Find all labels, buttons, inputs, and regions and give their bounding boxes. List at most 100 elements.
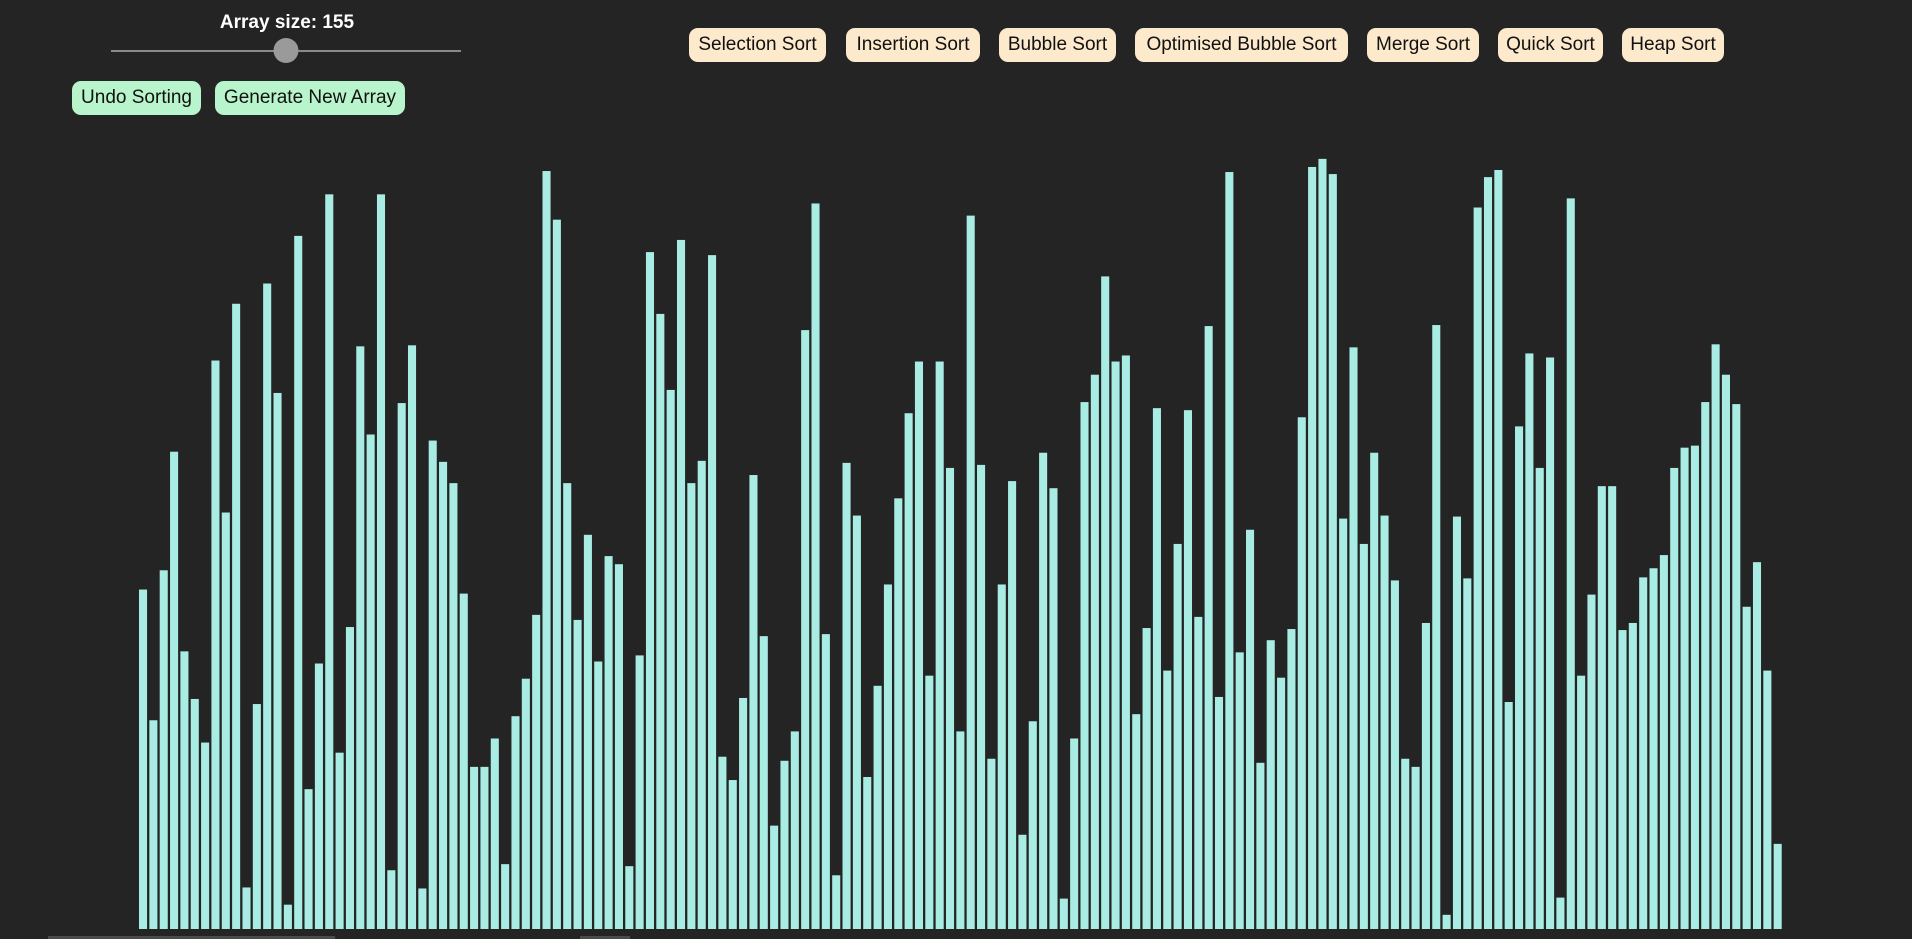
array-bar [832, 875, 841, 929]
array-bar [1577, 675, 1586, 929]
array-bar [1442, 914, 1451, 929]
array-bar [294, 235, 303, 929]
array-bar [894, 498, 903, 929]
array-bar [1483, 177, 1493, 930]
array-bar [1463, 578, 1472, 929]
array-bar [439, 461, 448, 929]
array-bar [1152, 408, 1161, 929]
array-bar [1742, 606, 1751, 929]
array-bar [1525, 353, 1534, 929]
array-bar [273, 392, 282, 929]
slider-thumb[interactable] [273, 38, 299, 63]
array-bar [676, 239, 686, 929]
insertion-sort-button[interactable]: Insertion Sort [846, 28, 980, 62]
array-bar [314, 663, 323, 929]
array-bar [1339, 518, 1348, 929]
array-bar [1608, 486, 1617, 929]
array-bar [759, 636, 768, 929]
array-bar [749, 475, 758, 929]
selection-sort-button[interactable]: Selection Sort [689, 28, 826, 62]
array-bar [490, 738, 499, 929]
array-bar [583, 534, 592, 929]
array-bar [1359, 543, 1368, 929]
array-bar [242, 887, 251, 929]
array-bar [945, 467, 955, 929]
scrollbar-track [48, 936, 335, 939]
array-bar [159, 570, 168, 929]
array-bar [1163, 670, 1172, 929]
array-bar [418, 888, 427, 929]
array-bar [263, 283, 272, 929]
array-bar [1070, 738, 1079, 929]
array-bar [1328, 174, 1337, 929]
array-bar [1566, 198, 1575, 929]
array-bar [1752, 562, 1762, 929]
array-bar [407, 345, 417, 929]
array-bar [1028, 721, 1037, 929]
array-bar [1235, 652, 1244, 929]
array-bar [1008, 481, 1017, 929]
array-bar [1204, 326, 1213, 929]
array-bar [573, 619, 582, 929]
array-bar [1380, 515, 1389, 929]
array-bar [1763, 670, 1772, 929]
array-bar [1680, 447, 1689, 929]
array-bar [521, 678, 530, 929]
array-bar [594, 661, 603, 929]
array-bar [1111, 361, 1120, 929]
array-bar [376, 194, 386, 929]
array-bar [1587, 594, 1596, 929]
array-bar [1277, 677, 1286, 929]
optimised-bubble-sort-button[interactable]: Optimised Bubble Sort [1135, 28, 1348, 62]
array-bar [1214, 696, 1224, 929]
array-bar [1183, 410, 1193, 929]
array-bar [987, 758, 996, 929]
array-bar [1090, 374, 1099, 930]
array-bar [1701, 402, 1710, 929]
array-bar [925, 675, 934, 929]
array-bar [1401, 758, 1410, 929]
array-bar [935, 361, 944, 929]
array-size-slider[interactable] [111, 38, 461, 63]
array-bar [449, 483, 458, 929]
quick-sort-button[interactable]: Quick Sort [1498, 28, 1603, 62]
array-bar [232, 303, 241, 929]
array-bar [283, 904, 292, 929]
undo-sorting-button[interactable]: Undo Sorting [72, 81, 201, 115]
array-bar [1504, 702, 1513, 929]
array-bar [645, 252, 655, 930]
array-bar [211, 360, 220, 929]
array-bar [1773, 843, 1782, 929]
array-bar [304, 789, 313, 929]
array-bar [1142, 628, 1151, 929]
scrollbar-thumb [580, 936, 630, 939]
array-bar [1266, 640, 1275, 929]
array-bar [697, 460, 706, 929]
array-bar [687, 483, 696, 929]
array-bar [1059, 898, 1068, 929]
merge-sort-button[interactable]: Merge Sort [1367, 28, 1479, 62]
bubble-sort-button[interactable]: Bubble Sort [999, 28, 1116, 62]
generate-new-array-button[interactable]: Generate New Array [215, 81, 405, 115]
array-bar [387, 870, 396, 929]
array-bar [356, 346, 365, 930]
array-bar [1018, 834, 1027, 929]
array-bar [1121, 355, 1130, 929]
array-bar [811, 203, 820, 929]
array-bar [1628, 622, 1637, 929]
array-bar [139, 589, 148, 929]
array-bar [790, 731, 799, 929]
array-bar [883, 584, 892, 929]
array-bar [1080, 402, 1089, 929]
array-bar [666, 389, 675, 929]
array-bar [170, 451, 179, 929]
array-bar [739, 697, 748, 929]
array-bar [842, 462, 851, 929]
array-bar [335, 752, 344, 929]
array-bar [1101, 276, 1110, 929]
array-bar [1494, 170, 1503, 929]
heap-sort-button[interactable]: Heap Sort [1622, 28, 1724, 62]
array-bar [366, 434, 375, 929]
array-bar [904, 413, 913, 930]
array-bar [635, 655, 644, 929]
